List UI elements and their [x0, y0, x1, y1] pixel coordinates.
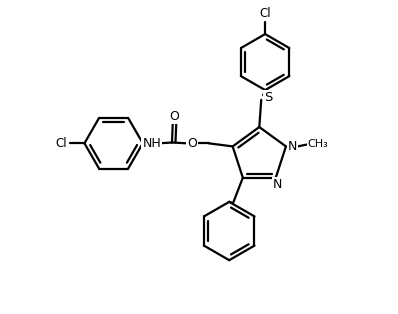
Text: S: S [264, 91, 273, 104]
Text: O: O [170, 110, 179, 122]
Text: Cl: Cl [259, 7, 271, 20]
Text: N: N [288, 140, 297, 153]
Text: Cl: Cl [55, 137, 67, 150]
Text: NH: NH [142, 137, 161, 150]
Text: O: O [187, 137, 197, 150]
Text: N: N [273, 178, 283, 191]
Text: CH₃: CH₃ [308, 139, 329, 149]
